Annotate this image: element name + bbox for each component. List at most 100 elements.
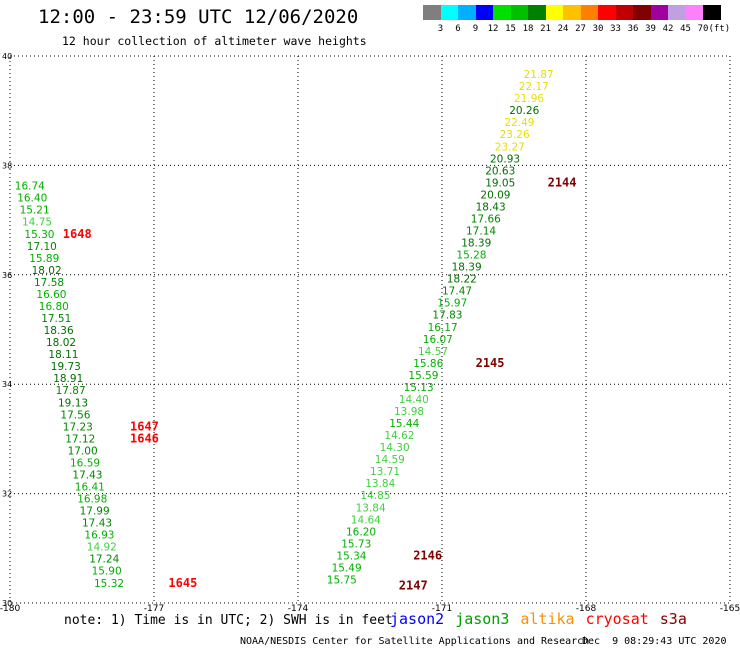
plot-frame — [9, 55, 731, 604]
credit-text: NOAA/NESDIS Center for Satellite Applica… — [240, 636, 590, 647]
wave-height-point: 14.85 — [360, 490, 390, 502]
wave-height-point: 18.39 — [461, 238, 491, 250]
wave-height-point: 15.21 — [20, 205, 50, 217]
legend-label: 15 — [505, 24, 516, 34]
satellite-legend: jason2 jason3 altika cryosat s3a — [390, 610, 698, 628]
legend-label: 42 — [662, 24, 674, 34]
wave-height-point: 17.12 — [65, 433, 95, 445]
legend-swatch — [458, 5, 476, 20]
legend-label: 70 — [697, 24, 709, 34]
wave-height-point: 18.02 — [32, 265, 62, 277]
wave-height-point: 14.30 — [380, 442, 410, 454]
pass-time-label: 1648 — [63, 227, 92, 241]
wave-height-point: 16.74 — [15, 181, 45, 193]
legend-swatch — [615, 5, 633, 20]
wave-height-point: 17.00 — [68, 445, 98, 457]
wave-height-point: 16.98 — [77, 494, 107, 506]
satellite-label: jason3 — [455, 610, 510, 628]
legend-label: 3 — [437, 24, 444, 34]
wave-height-point: 17.14 — [466, 225, 496, 237]
wave-height-point: 18.91 — [53, 373, 83, 385]
x-tick-label: -171 — [432, 604, 452, 614]
wave-height-point: 22.49 — [504, 117, 534, 129]
legend-swatch — [528, 5, 546, 20]
legend-swatch — [650, 5, 668, 20]
wave-height-point: 16.17 — [428, 322, 458, 334]
wave-height-point: 18.11 — [48, 349, 78, 361]
wave-height-point: 22.17 — [519, 81, 549, 93]
wave-height-point: 16.80 — [39, 301, 69, 313]
y-tick-label: 34 — [2, 380, 12, 389]
legend-swatch — [423, 5, 441, 20]
pass-time-label: 2146 — [413, 548, 442, 562]
wave-height-point: 16.59 — [70, 457, 100, 469]
wave-height-point: 15.44 — [389, 418, 419, 430]
wave-height-point: 18.22 — [447, 274, 477, 286]
wave-height-point: 16.07 — [423, 334, 453, 346]
x-tick-label: -174 — [288, 604, 309, 614]
wave-height-point: 15.97 — [437, 298, 467, 310]
wave-height-point: 20.26 — [509, 105, 539, 117]
wave-height-point: 15.86 — [413, 358, 443, 370]
wave-height-point: 13.71 — [370, 466, 400, 478]
wave-height-point: 18.02 — [46, 337, 76, 349]
wave-height-point: 16.40 — [17, 193, 47, 205]
wave-height-point: 13.84 — [356, 502, 386, 514]
wave-height-point: 16.20 — [346, 526, 376, 538]
wave-height-point: 21.87 — [524, 69, 554, 81]
y-tick-label: 36 — [2, 271, 12, 280]
x-tick-label: -180 — [0, 604, 20, 614]
wave-height-point: 19.13 — [58, 397, 88, 409]
legend-label: 33 — [610, 24, 621, 34]
wave-height-point: 18.36 — [44, 325, 74, 337]
wave-height-point: 21.96 — [514, 93, 544, 105]
legend-swatch — [580, 5, 598, 20]
wave-height-point: 23.27 — [495, 141, 525, 153]
legend-label: 45 — [680, 24, 691, 34]
pass-time-label: 1647 — [130, 419, 159, 433]
wave-height-point: 19.73 — [51, 361, 81, 373]
wave-height-point: 17.58 — [34, 277, 64, 289]
wave-height-point: 17.56 — [60, 409, 90, 421]
wave-height-point: 14.62 — [384, 430, 414, 442]
wave-height-point: 15.28 — [456, 250, 486, 262]
satellite-label: jason2 — [390, 610, 445, 628]
wave-height-point: 15.13 — [404, 382, 434, 394]
wave-height-point: 18.39 — [452, 262, 482, 274]
legend-swatch — [545, 5, 563, 20]
legend-label: 6 — [455, 24, 461, 34]
y-tick-label: 30 — [2, 599, 12, 608]
legend-label: 30 — [592, 24, 604, 34]
wave-height-point: 17.99 — [80, 506, 110, 518]
wave-height-point: 20.09 — [480, 189, 510, 201]
legend-swatch — [668, 5, 686, 20]
wave-height-point: 15.32 — [94, 578, 124, 590]
generated-timestamp: Dec 9 08:29:43 UTC 2020 — [582, 636, 727, 647]
pass-time-label: 1646 — [130, 431, 159, 445]
wave-height-point: 14.64 — [351, 514, 381, 526]
wave-height-point: 16.41 — [75, 481, 105, 493]
wave-height-point: 16.93 — [84, 530, 114, 542]
wave-height-point: 15.59 — [408, 370, 438, 382]
x-tick-label: -177 — [144, 604, 164, 614]
legend-swatch — [563, 5, 581, 20]
wave-height-point: 17.24 — [89, 554, 119, 566]
legend-label: 21 — [540, 24, 551, 34]
legend-label: 36 — [627, 24, 639, 34]
satellite-label: cryosat — [585, 610, 649, 628]
wave-height-point: 14.57 — [418, 346, 448, 358]
wave-height-point: 20.93 — [490, 153, 520, 165]
legend-swatch — [633, 5, 651, 20]
pass-time-label: 1645 — [168, 576, 197, 590]
wave-height-point: 19.05 — [485, 177, 515, 189]
legend-swatch — [440, 5, 458, 20]
legend-label: 12 — [487, 24, 499, 34]
wave-height-point: 14.59 — [375, 454, 405, 466]
wave-height-point: 17.51 — [41, 313, 71, 325]
legend-swatch — [475, 5, 493, 20]
wave-height-point: 15.89 — [29, 253, 59, 265]
wave-height-point: 15.73 — [341, 538, 371, 550]
legend-label: 9 — [472, 24, 479, 34]
legend-swatch — [685, 5, 703, 20]
wave-height-point: 15.75 — [327, 574, 357, 586]
